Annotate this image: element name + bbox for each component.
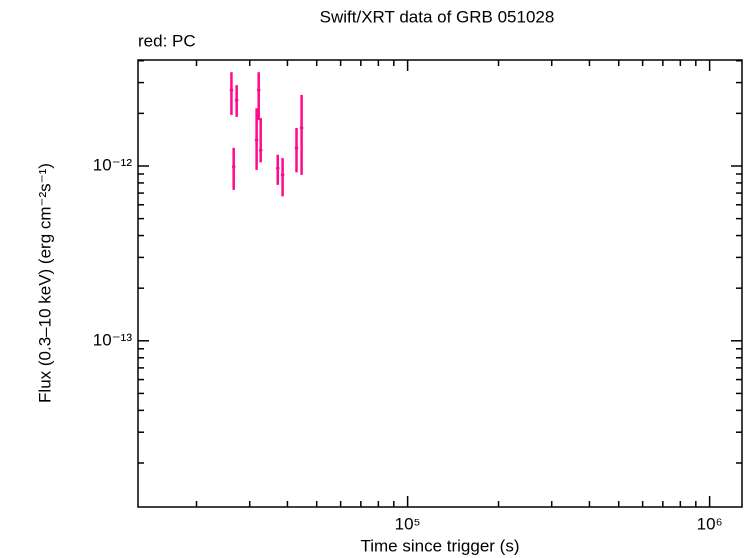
data-point [299,126,304,130]
x-tick-label: 10⁵ [395,514,421,533]
data-point [275,166,280,171]
data-point [229,88,234,92]
data-point [294,146,299,150]
x-axis-label: Time since trigger (s) [360,536,519,555]
y-tick-label: 10⁻¹² [93,155,133,174]
data-point [258,148,263,153]
annotation: red: PC [138,31,196,50]
data-point [231,164,236,169]
data-point [234,98,239,102]
plot-frame [137,59,743,508]
y-axis-label: Flux (0.3–10 keV) (erg cm⁻²s⁻¹) [35,163,54,403]
y-tick-label: 10⁻¹³ [93,330,133,349]
data-point [254,138,259,142]
data-point [280,173,285,177]
data-point [256,88,261,92]
x-tick-label: 10⁶ [697,514,723,533]
chart-title: Swift/XRT data of GRB 051028 [320,7,555,26]
